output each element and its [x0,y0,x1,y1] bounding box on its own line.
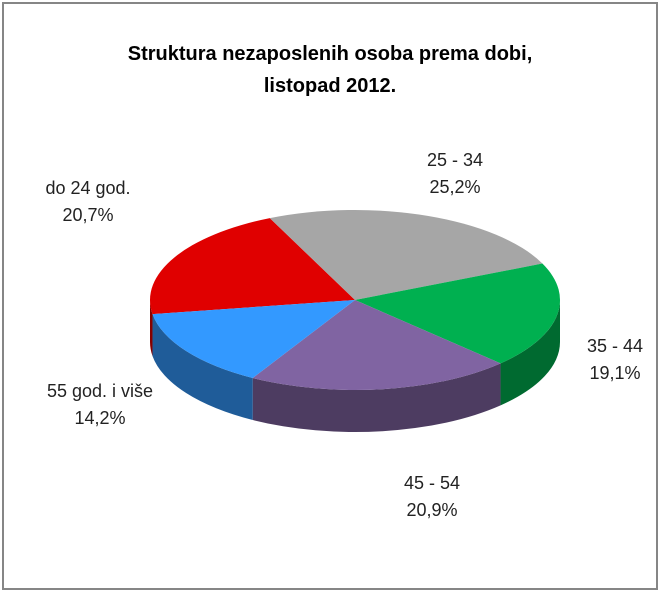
category-label: 25 - 34 [426,150,484,170]
category-label: 45 - 54 [403,473,461,493]
slice-side [252,363,501,432]
slice-side [150,300,153,357]
slice-side [152,314,253,420]
slice-label: 35 - 44 19,1% [560,333,660,387]
slice-label: 55 god. i više 14,2% [45,378,155,432]
category-label: do 24 god. [45,178,131,198]
slice [355,263,560,364]
value-label: 20,9% [406,500,458,520]
slice [252,300,501,390]
value-label: 25,2% [429,177,481,197]
chart-title: Struktura nezaposlenih osoba prema dobi,… [127,43,533,97]
category-label: 35 - 44 [586,336,644,356]
slice [269,210,543,300]
slice-side [500,300,560,406]
slice-label: 45 - 54 20,9% [372,470,492,524]
category-label: 55 god. i više [46,381,154,401]
value-label: 19,1% [589,363,641,383]
value-label: 20,7% [62,205,114,225]
slice [150,218,355,315]
slice-label: 25 - 34 25,2% [395,147,515,201]
value-label: 14,2% [74,408,126,428]
slice-label: do 24 god. 20,7% [38,175,138,229]
slice [152,300,355,378]
